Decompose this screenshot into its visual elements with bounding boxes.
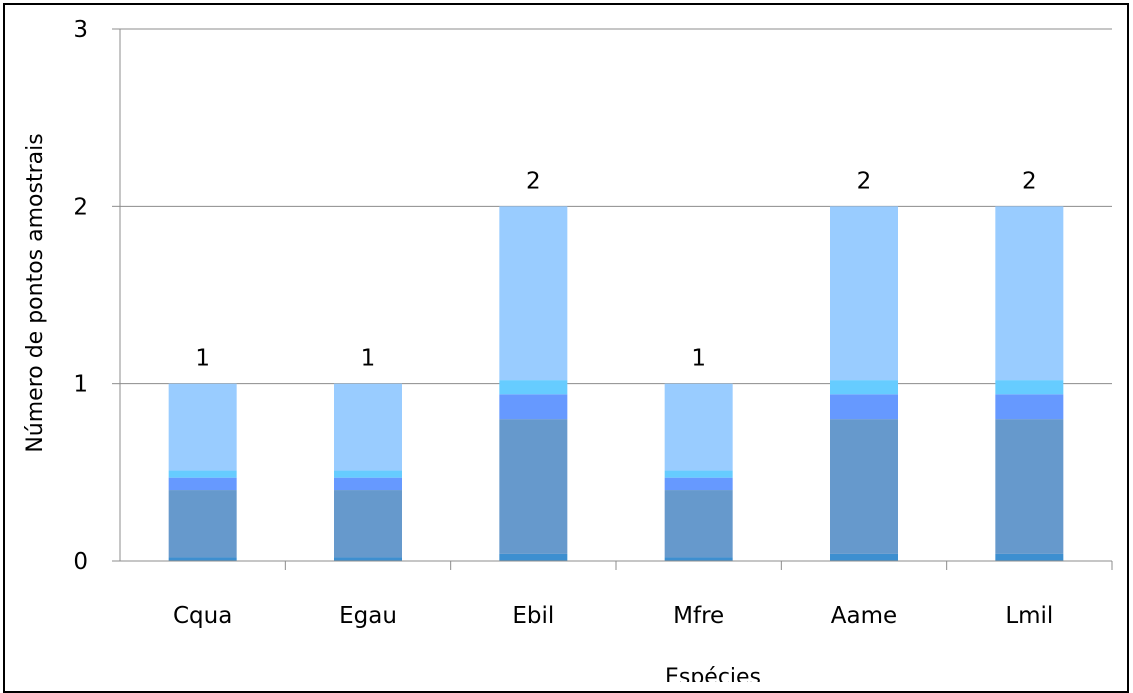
bar-segment bbox=[995, 380, 1064, 395]
gridlines bbox=[120, 28, 1112, 385]
bar-segment bbox=[664, 477, 733, 491]
bar-segment bbox=[830, 553, 898, 561]
data-label: 1 bbox=[691, 346, 706, 372]
y-axis-title: Número de pontos amostrais bbox=[23, 133, 48, 452]
bar-segment bbox=[995, 419, 1064, 554]
bar-segment bbox=[995, 394, 1064, 420]
y-tick-label: 2 bbox=[73, 194, 88, 220]
bar-segment bbox=[168, 490, 237, 558]
y-tick-label: 0 bbox=[73, 549, 88, 575]
bar-segment bbox=[830, 380, 898, 395]
data-label: 2 bbox=[857, 168, 872, 194]
y-tick-label: 1 bbox=[73, 372, 88, 398]
bar-segment bbox=[830, 394, 898, 420]
bar-segment bbox=[995, 553, 1064, 561]
data-label: 2 bbox=[1022, 168, 1037, 194]
y-tick-label: 3 bbox=[73, 17, 88, 43]
bar-segment bbox=[995, 206, 1064, 381]
bar-segment bbox=[664, 490, 733, 558]
bar-segment bbox=[168, 383, 237, 471]
bar-segment bbox=[334, 477, 402, 491]
bars bbox=[168, 206, 1064, 561]
bar-segment bbox=[830, 206, 898, 381]
x-tick-label: Lmil bbox=[1005, 603, 1053, 629]
bar-segment bbox=[334, 383, 402, 471]
bar-segment bbox=[334, 470, 402, 478]
data-label: 2 bbox=[526, 168, 541, 194]
x-tick-label: Cqua bbox=[173, 603, 232, 629]
bar-segment bbox=[168, 477, 237, 491]
x-tick-label: Mfre bbox=[673, 603, 724, 629]
bar-segment bbox=[664, 557, 733, 561]
x-tick-label: Egau bbox=[339, 603, 397, 629]
bar-segment bbox=[499, 206, 568, 381]
data-label: 1 bbox=[361, 346, 376, 372]
bar-segment bbox=[664, 383, 733, 471]
bar-segment bbox=[334, 490, 402, 558]
data-label: 1 bbox=[195, 346, 210, 372]
x-axis-title: Espécies bbox=[665, 665, 761, 682]
x-tick-label: Ebil bbox=[512, 603, 554, 629]
bar-segment bbox=[499, 419, 568, 554]
bar-segment bbox=[334, 557, 402, 561]
axes bbox=[112, 28, 1113, 570]
bar-segment bbox=[499, 380, 568, 395]
bar-segment bbox=[168, 557, 237, 561]
x-tick-label: Aame bbox=[831, 603, 897, 629]
bar-segment bbox=[830, 419, 898, 554]
bar-segment bbox=[168, 470, 237, 478]
bar-segment bbox=[499, 394, 568, 420]
labels: 1 Cqua 1 Egau 2 Ebil 1 Mfre 2 Aame 2 Lmil 0 1 2 3 bbox=[73, 17, 1053, 629]
bar-segment bbox=[664, 470, 733, 478]
bar-segment bbox=[499, 553, 568, 561]
